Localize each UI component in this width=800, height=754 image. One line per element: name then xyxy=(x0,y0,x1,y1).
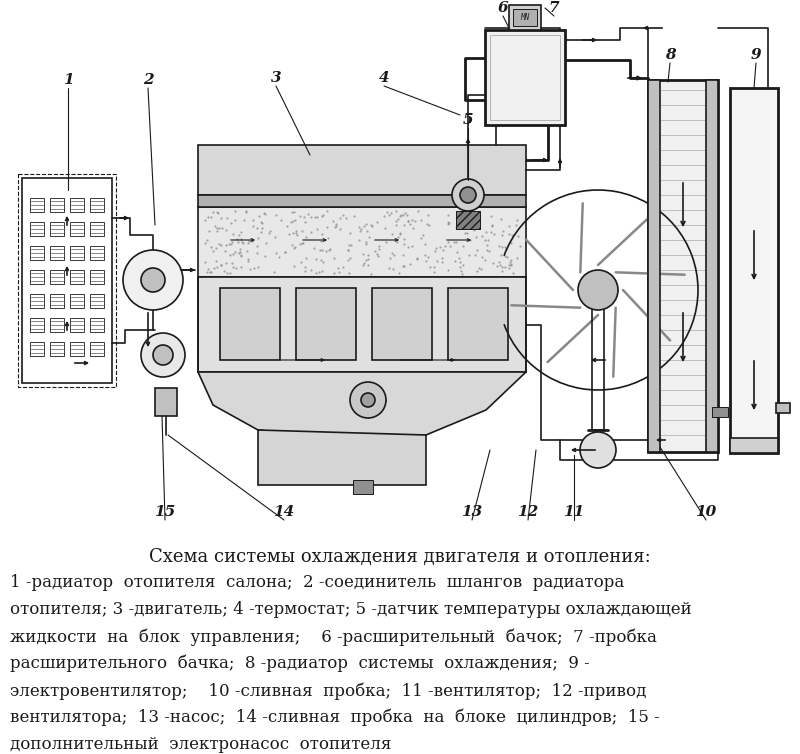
Bar xyxy=(706,80,718,452)
Bar xyxy=(70,198,84,212)
Circle shape xyxy=(153,345,173,365)
Bar xyxy=(353,480,373,494)
Bar xyxy=(30,270,44,284)
Text: 8: 8 xyxy=(665,48,675,62)
Bar xyxy=(18,174,116,387)
Text: 12: 12 xyxy=(518,505,538,519)
Text: 7: 7 xyxy=(549,1,559,15)
Polygon shape xyxy=(258,430,426,485)
Bar xyxy=(198,195,526,207)
Bar xyxy=(50,294,64,308)
Bar xyxy=(712,407,728,417)
Text: жидкости  на  блок  управления;    6 -расширительный  бачок;  7 -пробка: жидкости на блок управления; 6 -расширит… xyxy=(10,628,657,645)
Circle shape xyxy=(141,268,165,292)
Bar xyxy=(648,80,718,452)
Text: 2: 2 xyxy=(142,73,154,87)
Bar xyxy=(509,5,541,30)
Bar xyxy=(22,178,112,383)
Polygon shape xyxy=(198,372,526,440)
Text: отопителя; 3 -двигатель; 4 -термостат; 5 -датчик температуры охлаждающей: отопителя; 3 -двигатель; 4 -термостат; 5… xyxy=(10,601,692,618)
Bar xyxy=(70,342,84,356)
Text: 1 -радиатор  отопителя  салона;  2 -соединитель  шлангов  радиатора: 1 -радиатор отопителя салона; 2 -соедини… xyxy=(10,574,624,591)
Bar xyxy=(513,9,537,26)
Bar xyxy=(90,294,104,308)
Text: 13: 13 xyxy=(462,505,482,519)
Text: дополнительный  электронасос  отопителя: дополнительный электронасос отопителя xyxy=(10,736,391,753)
Bar xyxy=(490,35,560,120)
Bar xyxy=(50,318,64,332)
Bar xyxy=(648,80,660,452)
Bar xyxy=(30,342,44,356)
Bar xyxy=(90,270,104,284)
Bar xyxy=(30,222,44,236)
Circle shape xyxy=(141,333,185,377)
Bar xyxy=(776,403,790,413)
Text: 9: 9 xyxy=(750,48,762,62)
Bar xyxy=(198,145,526,195)
Bar xyxy=(70,270,84,284)
Bar xyxy=(296,288,356,360)
Bar xyxy=(90,246,104,260)
Circle shape xyxy=(123,250,183,310)
Bar xyxy=(90,342,104,356)
Text: Схема системы охлаждения двигателя и отопления:: Схема системы охлаждения двигателя и ото… xyxy=(149,548,651,566)
Text: MN: MN xyxy=(520,13,530,22)
Bar xyxy=(90,222,104,236)
Bar xyxy=(90,318,104,332)
Bar xyxy=(220,288,280,360)
Bar xyxy=(90,198,104,212)
Circle shape xyxy=(350,382,386,418)
Text: 4: 4 xyxy=(378,71,390,85)
Bar xyxy=(50,222,64,236)
Circle shape xyxy=(452,179,484,211)
Text: 14: 14 xyxy=(274,505,294,519)
Text: 1: 1 xyxy=(62,73,74,87)
Bar xyxy=(372,288,432,360)
Circle shape xyxy=(578,270,618,310)
Circle shape xyxy=(361,393,375,407)
Text: 6: 6 xyxy=(498,1,508,15)
Bar xyxy=(70,318,84,332)
Bar xyxy=(50,246,64,260)
Bar xyxy=(485,30,565,125)
Text: электровентилятор;    10 -сливная  пробка;  11 -вентилятор;  12 -привод: электровентилятор; 10 -сливная пробка; 1… xyxy=(10,682,646,700)
Bar xyxy=(730,438,778,453)
Bar xyxy=(198,207,526,277)
Bar xyxy=(30,318,44,332)
Text: 11: 11 xyxy=(563,505,585,519)
Bar xyxy=(730,88,778,453)
Text: 3: 3 xyxy=(270,71,282,85)
Circle shape xyxy=(580,432,616,468)
Bar xyxy=(30,246,44,260)
Text: 15: 15 xyxy=(154,505,176,519)
Bar xyxy=(70,222,84,236)
Bar xyxy=(30,198,44,212)
Bar xyxy=(50,198,64,212)
Bar xyxy=(50,342,64,356)
Bar xyxy=(50,270,64,284)
Bar xyxy=(70,246,84,260)
Text: 5: 5 xyxy=(462,113,474,127)
Bar xyxy=(448,288,508,360)
Bar xyxy=(70,294,84,308)
Text: расширительного  бачка;  8 -радиатор  системы  охлаждения;  9 -: расширительного бачка; 8 -радиатор систе… xyxy=(10,655,590,673)
Text: 10: 10 xyxy=(695,505,717,519)
Bar xyxy=(456,211,480,229)
Bar xyxy=(198,277,526,372)
Bar xyxy=(155,388,177,416)
Circle shape xyxy=(460,187,476,203)
Bar xyxy=(30,294,44,308)
Text: вентилятора;  13 -насос;  14 -сливная  пробка  на  блоке  цилиндров;  15 -: вентилятора; 13 -насос; 14 -сливная проб… xyxy=(10,709,660,727)
